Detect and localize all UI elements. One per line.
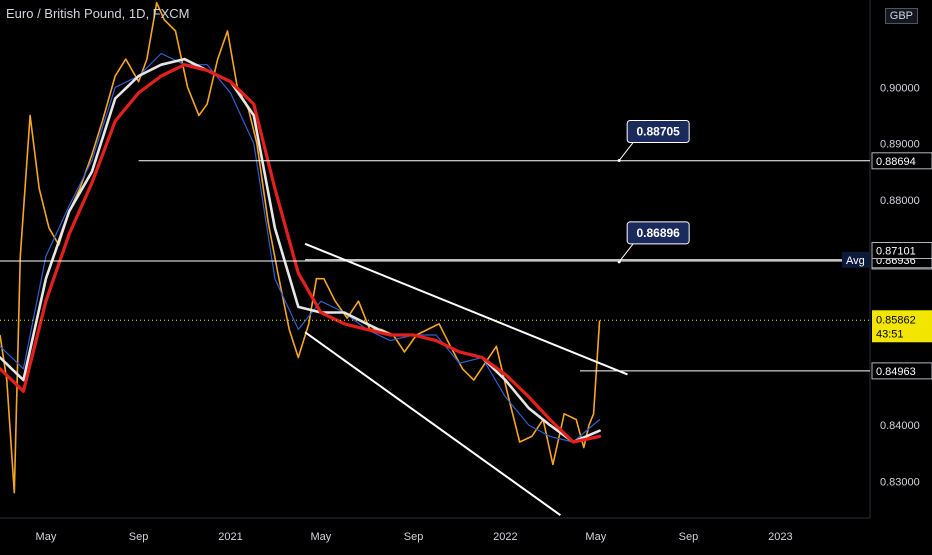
price-series: [0, 1, 601, 494]
price-axis-panel: [870, 0, 932, 550]
y-tick-label: 0.88000: [880, 195, 920, 207]
x-tick-label: 2023: [768, 531, 792, 543]
x-tick-label: May: [585, 531, 606, 543]
price-level-tag: [871, 362, 932, 380]
currency-badge[interactable]: GBP: [884, 8, 918, 24]
white-moving-average: [0, 57, 601, 444]
callout-anchor-dot: [617, 260, 621, 264]
y-tick-label: 0.89000: [880, 139, 920, 151]
red-moving-average: [0, 63, 602, 444]
avg-tag-box: [842, 251, 870, 268]
countdown-label: 43:51: [876, 328, 904, 340]
callout-label: 0.88705: [636, 124, 680, 138]
blue-moving-average: [0, 52, 601, 443]
callout-label: 0.86896: [636, 226, 680, 240]
callout-pointer: [618, 142, 634, 161]
callout-box: [626, 221, 690, 245]
x-tick-label: Sep: [679, 531, 699, 543]
price-level-label: 0.88694: [876, 156, 916, 168]
x-tick-label: 2022: [493, 531, 517, 543]
price-level-tag: [871, 241, 932, 259]
x-tick-label: May: [310, 531, 331, 543]
chart-title: Euro / British Pound, 1D, FXCM: [6, 6, 190, 21]
price-level-label: 0.84963: [876, 366, 916, 378]
current-price-tag: [872, 310, 932, 343]
trendline: [304, 331, 561, 516]
trendline: [304, 242, 628, 376]
price-level-tag: [871, 152, 932, 170]
callout-pointer: [618, 243, 634, 263]
callout-box: [626, 119, 690, 143]
avg-tag-label: Avg: [846, 255, 865, 267]
x-tick-label: May: [36, 531, 57, 543]
price-level-label: 0.87101: [876, 245, 916, 257]
y-tick-label: 0.83000: [880, 476, 920, 488]
x-tick-label: Sep: [129, 531, 149, 543]
callout-anchor-dot: [617, 158, 621, 162]
current-price-label: 0.85862: [876, 314, 916, 326]
y-tick-label: 0.84000: [880, 420, 920, 432]
x-tick-label: 2021: [218, 531, 242, 543]
y-tick-label: 0.90000: [880, 82, 920, 94]
x-tick-label: Sep: [404, 531, 424, 543]
